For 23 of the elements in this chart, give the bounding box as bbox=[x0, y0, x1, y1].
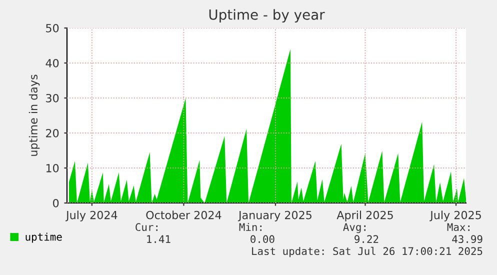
text: Max: bbox=[447, 223, 470, 232]
y-tick-label: 50 bbox=[46, 24, 59, 32]
text: 1.41 bbox=[147, 235, 170, 243]
chart-title: Uptime - by year bbox=[209, 9, 325, 23]
x-tick-label: October 2024 bbox=[146, 210, 222, 220]
x-tick-label: April 2025 bbox=[336, 210, 393, 222]
x-tick-label: July 2024 bbox=[65, 210, 118, 222]
text: 0.00 bbox=[250, 235, 274, 244]
y-tick-label: 30 bbox=[46, 94, 59, 102]
y-tick-label: 40 bbox=[46, 58, 59, 68]
y-tick-label: 0 bbox=[53, 198, 59, 208]
text: Last update: Sat Jul 26 17:00:21 2025 bbox=[252, 246, 482, 258]
x-tick-label: July 2025 bbox=[430, 210, 481, 222]
text: Cur: bbox=[136, 223, 158, 232]
y-axis-title: uptime in days bbox=[28, 74, 40, 156]
y-tick-label: 10 bbox=[46, 164, 59, 172]
text: Avg: bbox=[343, 223, 366, 234]
text: 43.99 bbox=[452, 235, 482, 244]
y-tick-label: 20 bbox=[46, 128, 59, 138]
x-tick-label: January 2025 bbox=[238, 210, 312, 222]
text: Min: bbox=[239, 222, 262, 231]
legend-label: uptime bbox=[26, 232, 62, 243]
text: 9.22 bbox=[354, 235, 378, 244]
